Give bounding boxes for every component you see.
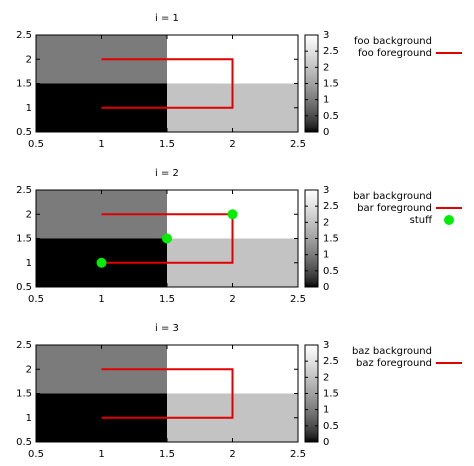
x-tick-label: 2 [229,294,235,305]
x-tick-label: 1.5 [159,139,175,150]
colorbar-tick-label: 3 [323,340,329,351]
chart-title: i = 2 [155,168,179,179]
colorbar-tick-label: 1 [323,95,329,106]
legend-label: baz foreground [356,358,432,369]
y-tick-label: 2 [26,364,32,375]
colorbar-tick-label: 2.5 [323,356,339,367]
y-tick-label: 1 [26,258,32,269]
colorbar-tick-label: 0.5 [323,111,339,122]
colorbar-tick-label: 0 [323,437,329,448]
plot-frame [35,189,299,288]
line-series [101,58,234,109]
colorbar-tick-label: 1 [323,405,329,416]
x-tick-label: 2.5 [290,139,306,150]
colorbar-tick-label: 2 [323,372,329,383]
colorbar-tick-label: 2.5 [323,46,339,57]
x-tick-label: 1 [98,139,104,150]
x-tick-label: 1.5 [159,449,175,460]
x-tick-label: 2 [229,449,235,460]
colorbar-tick-label: 0.5 [323,421,339,432]
y-tick-label: 2 [26,54,32,65]
legend-label: baz background [352,346,432,357]
colorbar-tick-label: 0 [323,282,329,293]
colorbar-tick-label: 1 [323,250,329,261]
y-tick-label: 1.5 [16,234,32,245]
y-tick-label: 0.5 [16,127,32,138]
colorbar-tick-label: 0 [323,127,329,138]
plot-frame [35,34,299,133]
x-tick-label: 0.5 [28,139,44,150]
y-tick-label: 2.5 [16,340,32,351]
chart-title: i = 1 [155,13,179,24]
y-tick-label: 1 [26,103,32,114]
colorbar-tick-label: 1.5 [323,234,339,245]
chart-title: i = 3 [155,323,179,334]
y-tick-label: 0.5 [16,282,32,293]
scatter-point [96,257,107,268]
colorbar-tick-label: 1.5 [323,79,339,90]
legend-label: bar foreground [357,203,432,214]
legend-label: foo background [354,36,432,47]
x-tick-label: 1 [98,449,104,460]
scatter-point [227,209,238,220]
colorbar-tick-label: 2 [323,62,329,73]
legend-swatch [444,215,454,225]
y-tick-label: 2.5 [16,30,32,41]
colorbar-tick-label: 0.5 [323,266,339,277]
line-series [101,213,234,264]
colorbar-tick-label: 1.5 [323,389,339,400]
y-tick-label: 2 [26,209,32,220]
x-tick-label: 0.5 [28,449,44,460]
colorbar-tick-label: 3 [323,185,329,196]
legend-label: bar background [353,191,432,202]
y-tick-label: 1.5 [16,79,32,90]
colorbar-tick-label: 2.5 [323,201,339,212]
x-tick-label: 2 [229,139,235,150]
colorbar-tick-label: 2 [323,217,329,228]
y-tick-label: 1 [26,413,32,424]
x-tick-label: 1 [98,294,104,305]
x-tick-label: 2.5 [290,449,306,460]
plot-frame [35,344,299,443]
y-tick-label: 1.5 [16,389,32,400]
y-tick-label: 0.5 [16,437,32,448]
scatter-point [162,233,172,244]
x-tick-label: 1.5 [159,294,175,305]
colorbar-tick-label: 3 [323,30,329,41]
legend-label: foo foreground [358,48,432,59]
x-tick-label: 0.5 [28,294,44,305]
line-series [101,368,234,419]
legend-label: stuff [410,215,433,226]
x-tick-label: 2.5 [290,294,306,305]
y-tick-label: 2.5 [16,185,32,196]
